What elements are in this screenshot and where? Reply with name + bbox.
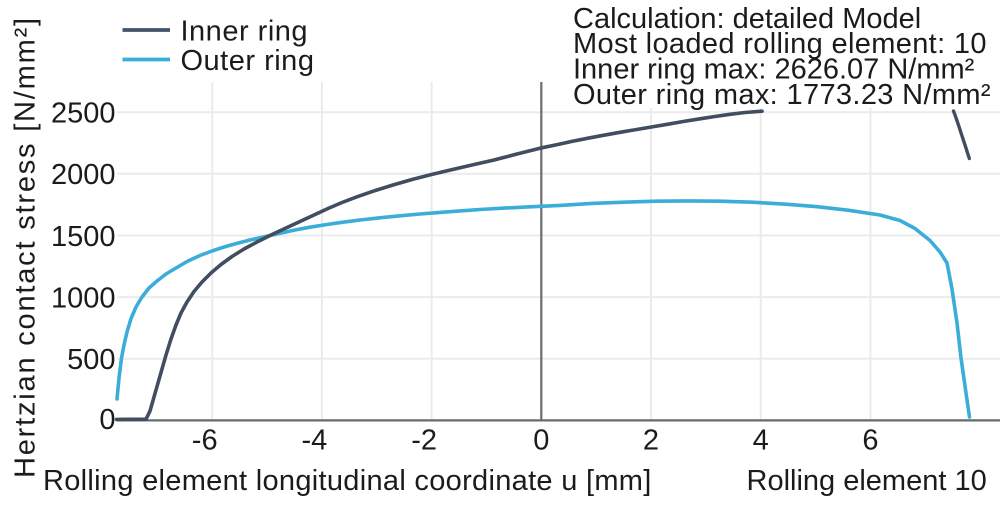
svg-text:-6: -6 — [192, 425, 218, 457]
svg-text:Outer ring: Outer ring — [181, 45, 315, 77]
svg-text:-2: -2 — [411, 425, 437, 457]
svg-text:Hertzian contact stress [N/mm²: Hertzian contact stress [N/mm²] — [10, 16, 42, 478]
svg-text:Rolling element 10: Rolling element 10 — [747, 465, 987, 497]
svg-text:-4: -4 — [302, 425, 328, 457]
svg-text:2000: 2000 — [51, 159, 116, 191]
svg-text:Inner ring: Inner ring — [181, 15, 309, 47]
svg-text:0: 0 — [533, 425, 549, 457]
svg-text:Outer ring max: 1773.23 N/mm²: Outer ring max: 1773.23 N/mm² — [573, 79, 991, 111]
svg-text:Calculation: detailed Model: Calculation: detailed Model — [573, 3, 921, 35]
svg-text:2: 2 — [643, 425, 659, 457]
svg-text:2500: 2500 — [51, 98, 116, 130]
svg-text:Most loaded rolling element: 1: Most loaded rolling element: 10 — [573, 28, 987, 60]
svg-text:1500: 1500 — [51, 221, 116, 253]
svg-text:0: 0 — [99, 404, 115, 436]
svg-text:Inner ring max: 2626.07 N/mm²: Inner ring max: 2626.07 N/mm² — [573, 54, 975, 86]
svg-text:500: 500 — [67, 344, 115, 376]
svg-text:1000: 1000 — [51, 283, 116, 315]
svg-text:4: 4 — [753, 425, 769, 457]
svg-text:Rolling element longitudinal c: Rolling element longitudinal coordinate … — [43, 465, 652, 497]
svg-text:6: 6 — [862, 425, 878, 457]
